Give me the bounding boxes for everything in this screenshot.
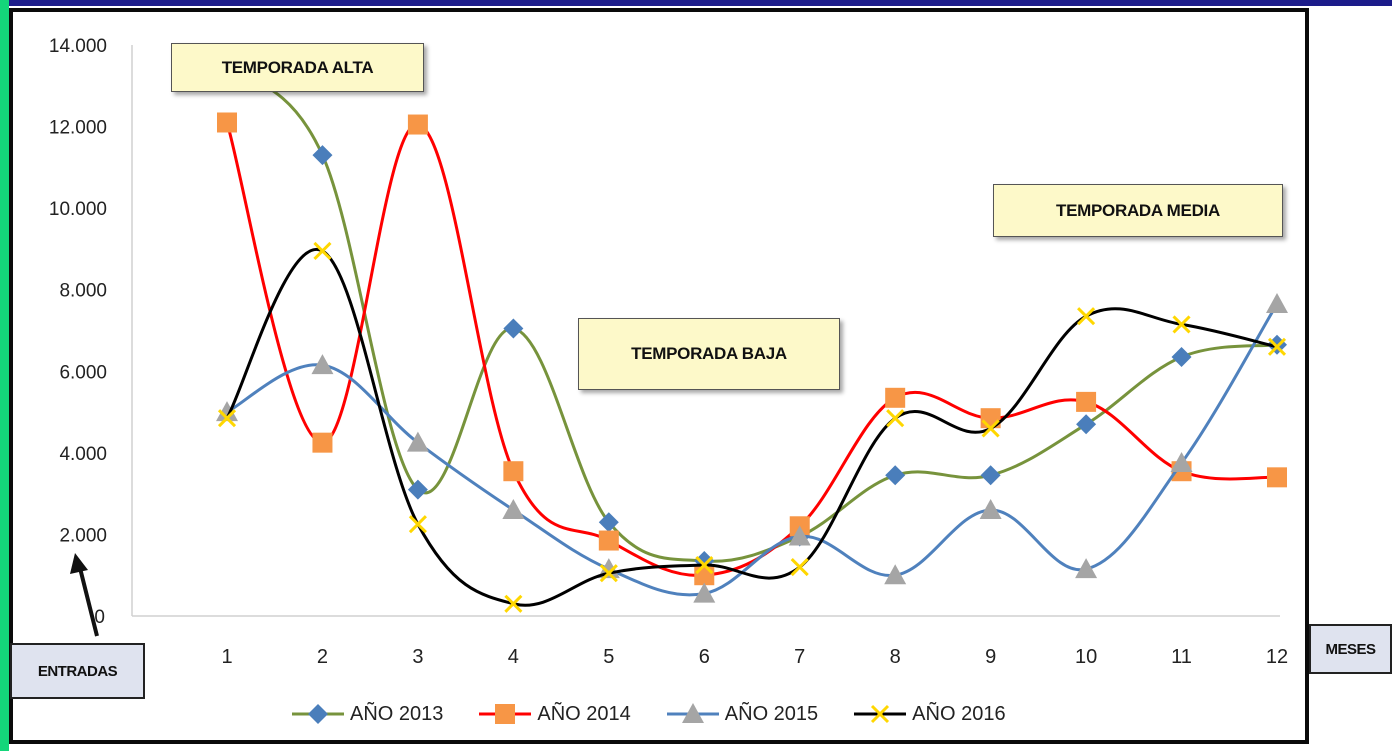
y-tick-label: 14.000: [49, 36, 107, 57]
data-point: [216, 401, 238, 422]
data-point: [1171, 347, 1192, 368]
y-tick-label: 10.000: [49, 199, 107, 220]
y-tick-label: 2.000: [59, 525, 107, 546]
x-tick-label: 7: [794, 646, 805, 668]
x-tick-label: 6: [699, 646, 710, 668]
data-point: [598, 530, 619, 551]
x-tick-label: 3: [412, 646, 423, 668]
data-point: [885, 465, 906, 486]
y-axis-title-box: ENTRADAS: [10, 643, 145, 699]
legend-marker: [681, 703, 704, 723]
y-tick-label: 12.000: [49, 118, 107, 139]
data-point: [502, 498, 525, 519]
data-point: [790, 557, 809, 577]
data-point: [886, 409, 905, 428]
data-point: [311, 354, 334, 375]
legend-marker: [495, 704, 516, 724]
data-point: [979, 498, 1002, 519]
annotation-temporada-alta: TEMPORADA ALTA: [171, 43, 424, 92]
data-point: [312, 145, 333, 166]
y-tick-label: 0: [94, 607, 105, 628]
legend-label: AÑO 2016: [912, 702, 1006, 725]
data-point: [884, 564, 907, 585]
data-point: [980, 465, 1001, 486]
data-point: [1267, 467, 1287, 488]
legend-label: AÑO 2014: [537, 702, 631, 725]
data-point: [693, 582, 716, 603]
legend-item: AÑO 2013: [290, 702, 443, 726]
data-point: [1172, 315, 1191, 334]
data-point: [1076, 391, 1097, 412]
data-point: [695, 555, 714, 575]
legend-marker: [308, 704, 328, 724]
data-point: [503, 461, 524, 482]
series-4: [217, 241, 1287, 613]
entradas-arrow-head: [70, 553, 88, 574]
x-tick-label: 2: [317, 646, 328, 668]
top-accent-bar: [0, 0, 1392, 6]
x-tick-label: 4: [508, 646, 519, 668]
data-point: [1075, 558, 1098, 579]
data-point: [1267, 337, 1287, 356]
chart-series: [216, 55, 1288, 613]
data-point: [407, 114, 428, 135]
series-line: [225, 64, 1278, 563]
legend-item: AÑO 2015: [665, 702, 818, 726]
legend-marker: [871, 704, 890, 724]
data-point: [1076, 414, 1097, 435]
x-tick-label: 5: [603, 646, 614, 668]
data-point: [503, 318, 524, 339]
data-point: [217, 112, 237, 133]
series-line: [225, 247, 1278, 607]
data-point: [406, 431, 429, 452]
legend-swatch: [666, 703, 719, 723]
legend-swatch: [292, 704, 344, 724]
data-point: [504, 594, 523, 613]
data-point: [1170, 452, 1193, 473]
annotation-temporada-baja: TEMPORADA BAJA: [578, 318, 840, 390]
x-tick-label: 10: [1075, 646, 1097, 668]
y-tick-label: 6.000: [59, 362, 107, 383]
x-tick-label: 9: [985, 646, 996, 668]
x-axis-title-box: MESES: [1309, 624, 1392, 674]
data-point: [313, 241, 332, 261]
legend-label: AÑO 2015: [724, 702, 819, 725]
data-point: [788, 525, 811, 546]
data-point: [1077, 307, 1096, 326]
y-tick-label: 8.000: [59, 281, 107, 302]
x-tick-label: 8: [890, 646, 901, 668]
data-point: [217, 409, 237, 428]
chart-axes: 0 2.000 4.000 6.000 8.000 10.000 12.000 14.000 1…: [49, 36, 1288, 668]
series-3: [216, 292, 1288, 603]
data-point: [694, 565, 715, 586]
series-line: [226, 303, 1279, 597]
data-point: [407, 479, 428, 500]
data-point: [599, 564, 618, 583]
legend-swatch: [479, 704, 532, 724]
legend-label: AÑO 2013: [350, 702, 444, 725]
legend-swatch: [854, 704, 907, 724]
data-point: [312, 432, 333, 453]
data-point: [598, 512, 619, 533]
y-tick-label: 4.000: [59, 444, 107, 465]
data-point: [981, 419, 1000, 438]
annotation-temporada-media: TEMPORADA MEDIA: [993, 184, 1283, 237]
x-tick-label: 1: [221, 646, 232, 668]
data-point: [408, 515, 427, 534]
data-point: [885, 387, 906, 408]
entradas-arrow-shaft: [78, 567, 99, 637]
series-1: [217, 55, 1287, 571]
data-point: [1266, 292, 1288, 313]
x-tick-label: 12: [1266, 646, 1288, 668]
legend-item: AÑO 2016: [852, 702, 1006, 726]
x-tick-label: 11: [1171, 646, 1192, 668]
chart-legend: AÑO 2013 AÑO 2014 AÑO 2015 AÑO 2016: [290, 696, 1006, 732]
left-accent-edge: [0, 0, 9, 751]
legend-item: AÑO 2014: [477, 702, 631, 726]
